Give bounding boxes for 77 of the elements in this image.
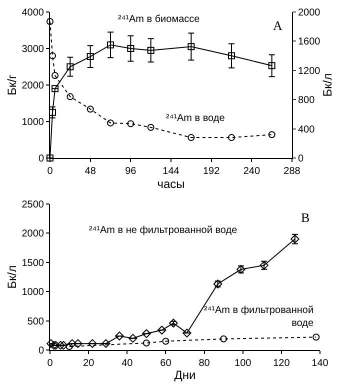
point <box>102 339 110 348</box>
x-tick-label: 60 <box>160 358 172 369</box>
y-tick-label: 0 <box>38 154 44 164</box>
point <box>162 338 170 345</box>
point <box>107 41 114 48</box>
point <box>49 52 56 60</box>
point <box>188 134 195 142</box>
point <box>107 119 114 126</box>
point <box>157 326 166 335</box>
point <box>66 93 74 100</box>
x-tick-label: 120 <box>273 358 290 369</box>
point <box>268 131 276 138</box>
y-axis-title: Бк/г <box>5 74 20 96</box>
point <box>128 334 138 343</box>
series-label: ²⁴¹Am в биомассе <box>118 14 200 25</box>
y-tick-label: 500 <box>27 316 44 328</box>
x-axis-title: Дни <box>174 368 196 382</box>
x-tick-label: 20 <box>83 358 95 369</box>
point <box>127 45 134 52</box>
x-tick-label: 140 <box>312 358 329 369</box>
y-tick-label: 2000 <box>22 80 44 92</box>
point <box>86 53 94 60</box>
y-tick-label: 1500 <box>22 258 44 269</box>
point <box>169 318 178 328</box>
point <box>66 63 74 70</box>
x-tick-label: 48 <box>84 166 96 177</box>
point <box>312 334 320 341</box>
y2-tick-label: 1600 <box>298 36 321 48</box>
point <box>49 108 56 116</box>
x-tick-label: 0 <box>47 166 54 177</box>
annotation: А <box>273 18 283 33</box>
point <box>52 72 59 80</box>
text: ²⁴¹Am в не фильтрованной воде <box>89 225 238 236</box>
point <box>66 343 73 350</box>
x-tick-label: 100 <box>234 358 252 369</box>
y2-tick-label: 0 <box>298 154 304 164</box>
point <box>86 106 94 113</box>
point <box>127 120 134 128</box>
y-tick-label: 1000 <box>22 287 44 298</box>
x-tick-label: 144 <box>162 166 180 177</box>
point <box>52 85 59 92</box>
point <box>188 43 195 50</box>
point <box>228 52 235 60</box>
y2-tick-label: 800 <box>298 95 316 106</box>
x-tick-label: 192 <box>202 166 220 177</box>
x-tick-label: 96 <box>125 166 137 177</box>
point <box>142 329 151 338</box>
y-tick-label: 2000 <box>22 228 44 240</box>
y2-axis-title: Бк/л <box>320 73 335 97</box>
point <box>88 339 97 348</box>
y-tick-label: 4000 <box>22 8 44 18</box>
y2-tick-label: 1200 <box>298 66 321 77</box>
point <box>147 124 154 131</box>
point <box>115 332 124 340</box>
point <box>268 62 276 70</box>
point <box>142 339 150 346</box>
y-tick-label: 3000 <box>22 44 44 55</box>
y-tick-label: 0 <box>38 346 44 356</box>
x-axis-title: часы <box>157 177 185 191</box>
y-tick-label: 2500 <box>22 200 44 210</box>
x-tick-label: 80 <box>198 358 210 369</box>
point <box>228 134 235 142</box>
y2-tick-label: 2000 <box>298 8 321 18</box>
y2-tick-label: 400 <box>298 124 316 136</box>
y-axis-title: Бк/л <box>5 265 20 289</box>
point <box>46 18 54 25</box>
y-tick-label: 1000 <box>22 117 44 128</box>
annotation: В <box>301 210 310 225</box>
x-tick-label: 240 <box>243 166 260 177</box>
series-label: ²⁴¹Am в воде <box>166 113 226 124</box>
x-tick-label: 288 <box>284 166 301 177</box>
point <box>220 335 228 342</box>
point <box>182 328 192 338</box>
series-label: ²⁴¹Am в фильтрованной воде <box>204 305 314 329</box>
point <box>147 46 154 54</box>
x-tick-label: 40 <box>122 358 134 369</box>
x-tick-label: 0 <box>47 358 54 369</box>
